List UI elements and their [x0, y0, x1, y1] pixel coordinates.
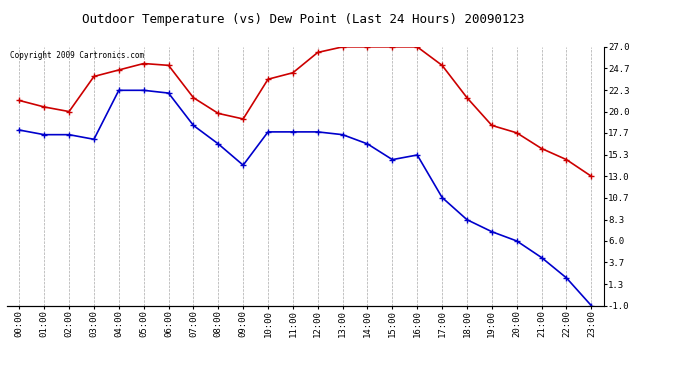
Text: Copyright 2009 Cartronics.com: Copyright 2009 Cartronics.com	[10, 51, 144, 60]
Text: Outdoor Temperature (vs) Dew Point (Last 24 Hours) 20090123: Outdoor Temperature (vs) Dew Point (Last…	[82, 13, 525, 26]
